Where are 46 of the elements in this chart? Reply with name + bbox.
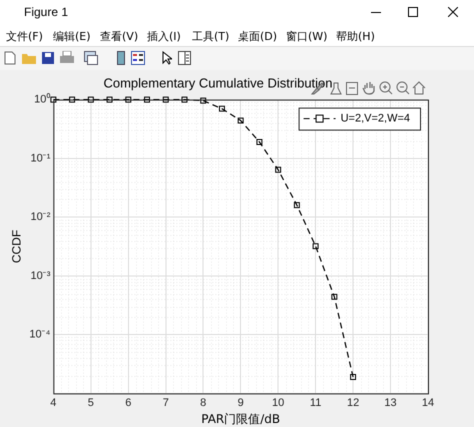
x-tick-label: 6 [125, 397, 132, 410]
point [162, 96, 169, 103]
point [88, 96, 94, 103]
x-tick-label: 5 [88, 397, 94, 410]
x-tick-label: 14 [422, 397, 434, 410]
point [106, 96, 113, 103]
y-tick-label: 10⁻¹ [30, 152, 51, 164]
y-tick-label: 10⁰ [34, 92, 50, 106]
text: 窗口(W) [286, 29, 328, 44]
point [50, 96, 56, 103]
text: 工具(T) [192, 29, 230, 44]
point [218, 106, 225, 112]
x-tick-label: 4 [50, 397, 56, 410]
point [125, 96, 132, 103]
y-tick-label: 10⁻⁴ [29, 328, 51, 341]
text: 编辑(E) [53, 29, 91, 44]
y-tick-label: 10⁻³ [30, 270, 51, 282]
point [275, 166, 282, 173]
point [331, 294, 338, 300]
point [294, 202, 300, 208]
point [350, 374, 356, 380]
text: 帮助(H) [336, 29, 375, 44]
text: 插入(I) [147, 29, 181, 44]
point [182, 96, 188, 103]
point [312, 243, 319, 250]
point [256, 139, 262, 145]
point [200, 98, 206, 104]
point [69, 96, 76, 103]
y-axis-title: CCDF [10, 230, 24, 264]
x-tick-label: 11 [310, 397, 322, 410]
point [238, 118, 244, 124]
caption: Figure 1 [24, 5, 68, 19]
text: 查看(V) [100, 29, 138, 44]
x-tick-label: 13 [384, 397, 397, 410]
x-tick-label: 8 [200, 397, 206, 410]
point [144, 96, 150, 103]
legend-label: U=2,V=2,W=4 [340, 112, 410, 125]
x-tick-label: 7 [162, 397, 169, 410]
text: 文件(F) [6, 29, 43, 44]
text: 桌面(D) [238, 29, 278, 44]
x-axis-title: PAR门限值/dB [201, 412, 280, 426]
x-tick-label: 12 [346, 397, 360, 410]
chart-title: Complementary Cumulative Distribution [103, 75, 333, 90]
y-tick-label: 10⁻² [30, 211, 51, 224]
x-tick-label: 9 [238, 397, 244, 410]
x-tick-label: 10 [272, 397, 284, 410]
